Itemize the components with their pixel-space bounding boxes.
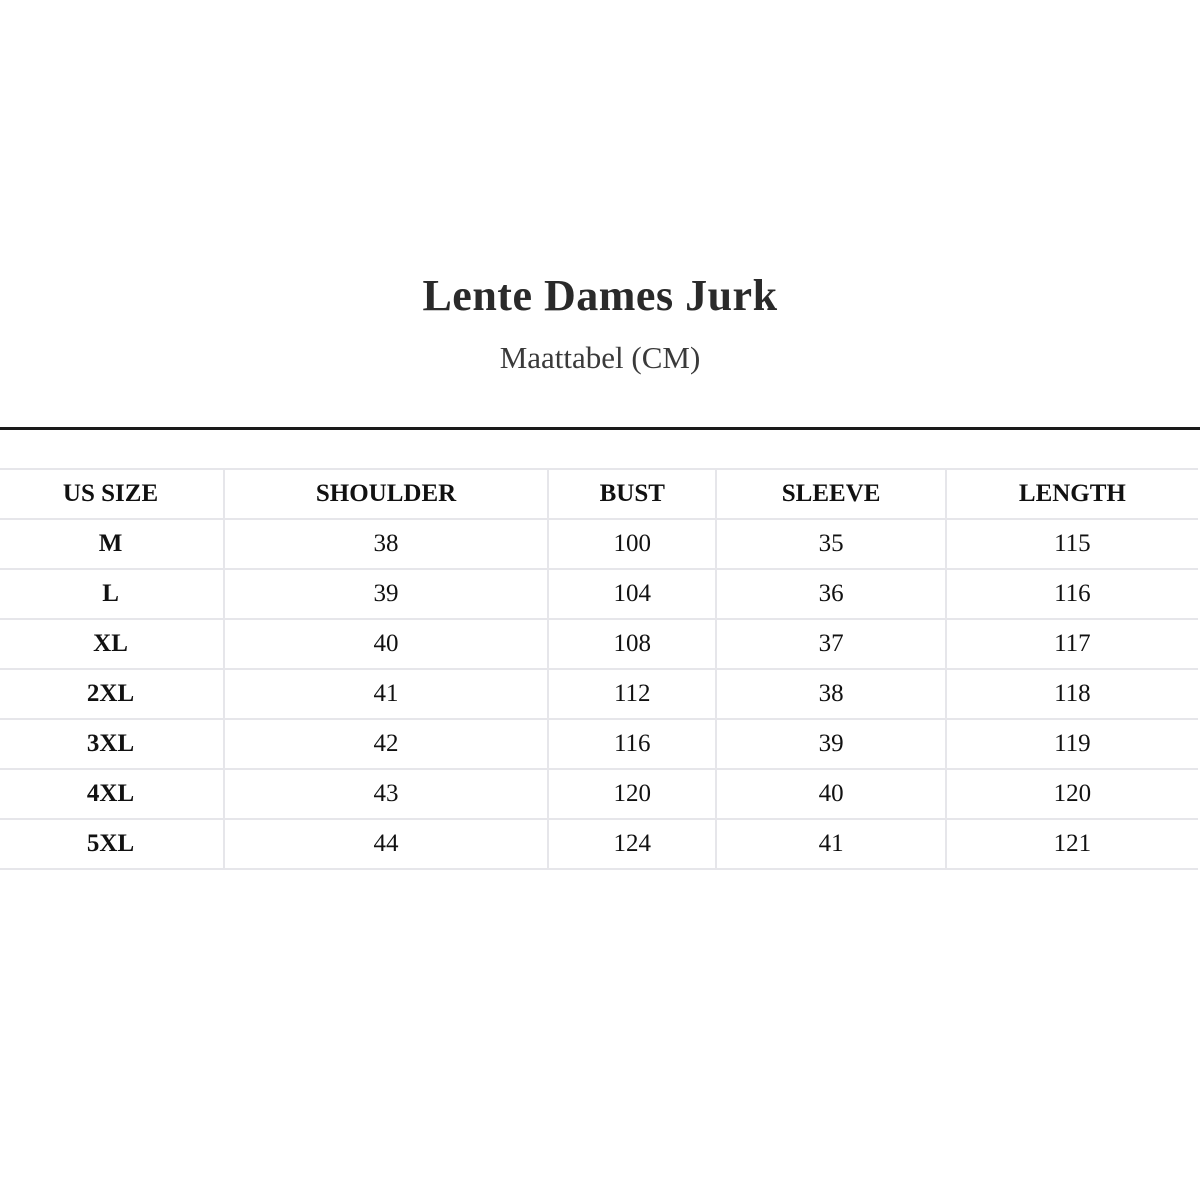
page-title: Lente Dames Jurk — [422, 271, 778, 320]
table-header-row: US SIZE SHOULDER BUST SLEEVE LENGTH — [0, 468, 1198, 520]
cell-size: 3XL — [0, 718, 226, 770]
table-row: M 38 100 35 115 — [0, 518, 1198, 570]
table-row: 4XL 43 120 40 120 — [0, 768, 1198, 820]
cell-length: 121 — [944, 818, 1198, 870]
divider — [0, 427, 1200, 430]
cell-shoulder: 42 — [223, 718, 550, 770]
cell-size: L — [0, 568, 226, 620]
header-shoulder: SHOULDER — [223, 468, 550, 520]
cell-size: 2XL — [0, 668, 226, 720]
cell-size: M — [0, 518, 226, 570]
cell-sleeve: 38 — [715, 668, 947, 720]
cell-bust: 116 — [547, 718, 718, 770]
header-sleeve: SLEEVE — [715, 468, 947, 520]
cell-sleeve: 35 — [715, 518, 947, 570]
header-bust: BUST — [547, 468, 718, 520]
cell-length: 117 — [944, 618, 1198, 670]
cell-shoulder: 41 — [223, 668, 550, 720]
cell-sleeve: 37 — [715, 618, 947, 670]
cell-length: 118 — [944, 668, 1198, 720]
cell-sleeve: 36 — [715, 568, 947, 620]
cell-sleeve: 39 — [715, 718, 947, 770]
page-subtitle: Maattabel (CM) — [499, 340, 701, 375]
cell-shoulder: 43 — [223, 768, 550, 820]
cell-bust: 100 — [547, 518, 718, 570]
cell-size: 4XL — [0, 768, 226, 820]
cell-bust: 104 — [547, 568, 718, 620]
cell-sleeve: 41 — [715, 818, 947, 870]
cell-bust: 112 — [547, 668, 718, 720]
cell-size: 5XL — [0, 818, 226, 870]
cell-length: 120 — [944, 768, 1198, 820]
cell-length: 119 — [944, 718, 1198, 770]
cell-bust: 124 — [547, 818, 718, 870]
cell-shoulder: 38 — [223, 518, 550, 570]
table-row: 5XL 44 124 41 121 — [0, 818, 1198, 870]
header-us-size: US SIZE — [0, 468, 226, 520]
header-length: LENGTH — [944, 468, 1198, 520]
table-row: 2XL 41 112 38 118 — [0, 668, 1198, 720]
cell-shoulder: 44 — [223, 818, 550, 870]
size-chart-table: US SIZE SHOULDER BUST SLEEVE LENGTH M 38 1… — [0, 468, 1198, 870]
cell-bust: 120 — [547, 768, 718, 820]
cell-size: XL — [0, 618, 226, 670]
cell-shoulder: 39 — [223, 568, 550, 620]
cell-length: 115 — [944, 518, 1198, 570]
cell-shoulder: 40 — [223, 618, 550, 670]
table-row: L 39 104 36 116 — [0, 568, 1198, 620]
cell-sleeve: 40 — [715, 768, 947, 820]
cell-length: 116 — [944, 568, 1198, 620]
table-row: XL 40 108 37 117 — [0, 618, 1198, 670]
table-row: 3XL 42 116 39 119 — [0, 718, 1198, 770]
cell-bust: 108 — [547, 618, 718, 670]
